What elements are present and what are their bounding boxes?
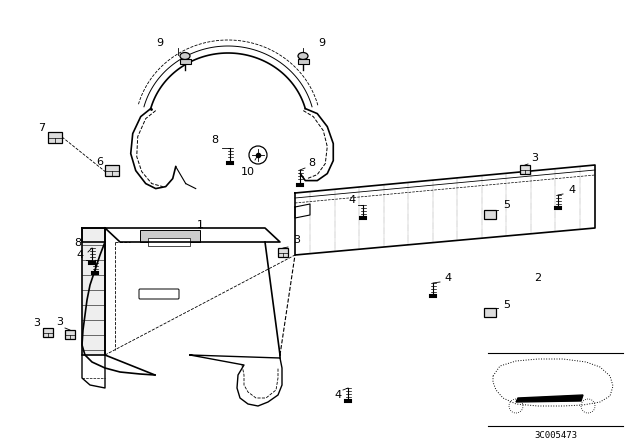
Polygon shape bbox=[82, 228, 105, 355]
Ellipse shape bbox=[298, 52, 308, 60]
Bar bbox=[105, 165, 119, 176]
Text: 8: 8 bbox=[211, 135, 219, 145]
Text: 1: 1 bbox=[196, 220, 204, 230]
Bar bbox=[148, 238, 190, 246]
Text: 9: 9 bbox=[319, 38, 326, 48]
Text: 3: 3 bbox=[56, 317, 63, 327]
Bar bbox=[278, 248, 288, 257]
Text: 2: 2 bbox=[534, 273, 541, 283]
Text: 4: 4 bbox=[568, 185, 575, 195]
Text: 8: 8 bbox=[308, 158, 316, 168]
Text: 6: 6 bbox=[97, 157, 104, 167]
Bar bbox=[179, 59, 191, 64]
Text: 3: 3 bbox=[294, 235, 301, 245]
Ellipse shape bbox=[180, 52, 190, 60]
Bar bbox=[484, 308, 496, 317]
Bar bbox=[298, 59, 308, 64]
Text: 3: 3 bbox=[33, 318, 40, 328]
Polygon shape bbox=[516, 395, 583, 402]
Text: 5: 5 bbox=[504, 200, 511, 210]
FancyBboxPatch shape bbox=[139, 289, 179, 299]
Bar bbox=[48, 132, 62, 143]
Bar bbox=[140, 230, 200, 242]
Bar bbox=[484, 210, 496, 219]
Text: 8: 8 bbox=[74, 238, 81, 248]
Text: 5: 5 bbox=[504, 300, 511, 310]
Text: 4: 4 bbox=[348, 195, 356, 205]
Text: 4: 4 bbox=[76, 250, 84, 260]
Bar bbox=[520, 165, 530, 174]
Text: 4: 4 bbox=[444, 273, 452, 283]
Text: 4: 4 bbox=[335, 390, 342, 400]
Text: 10: 10 bbox=[241, 167, 255, 177]
Bar bbox=[65, 330, 75, 339]
Text: 7: 7 bbox=[38, 123, 45, 133]
Text: 3: 3 bbox=[531, 153, 538, 163]
Bar bbox=[43, 328, 53, 337]
Text: 3C005473: 3C005473 bbox=[534, 431, 577, 440]
Text: 9: 9 bbox=[156, 38, 164, 48]
